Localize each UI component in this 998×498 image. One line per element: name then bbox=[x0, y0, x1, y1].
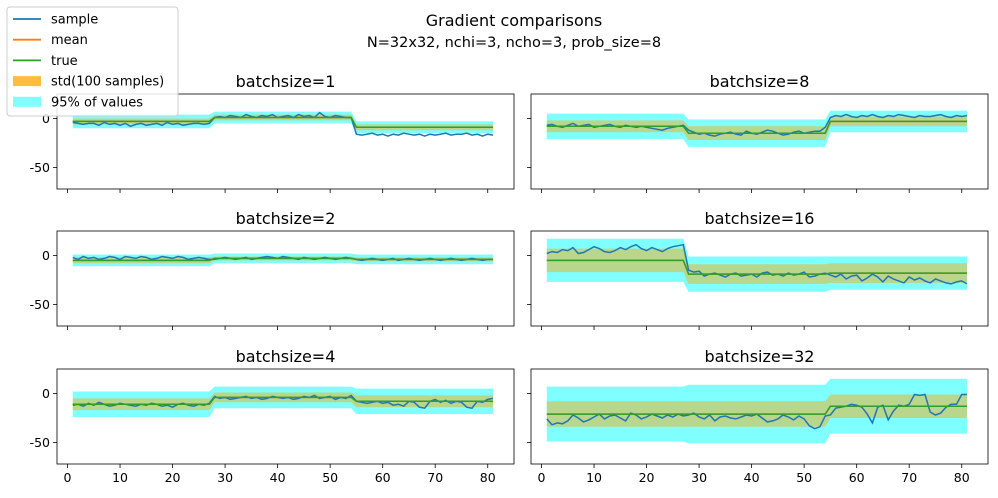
plot-area bbox=[546, 110, 968, 147]
y-tick-label: 0 bbox=[42, 111, 50, 126]
y-tick-label: -50 bbox=[30, 435, 50, 450]
plot-area bbox=[546, 238, 968, 292]
x-tick-label: 10 bbox=[112, 470, 128, 485]
legend-frame bbox=[6, 6, 179, 117]
axes-frame bbox=[530, 93, 989, 190]
panel-6: batchsize=32 0 10 20 30 40 50 60 70 80 bbox=[527, 347, 989, 485]
panel-title: batchsize=2 bbox=[236, 209, 336, 228]
x-tick-label: 80 bbox=[480, 470, 496, 485]
y-tick-label: 0 bbox=[42, 386, 50, 401]
panel-title: batchsize=4 bbox=[236, 347, 336, 366]
x-tick-label: 50 bbox=[322, 470, 338, 485]
legend-label: 95% of values bbox=[51, 95, 143, 110]
band-95pct bbox=[546, 378, 967, 444]
x-tick-label: 30 bbox=[217, 470, 233, 485]
figure-subtitle: N=32x32, nchi=3, ncho=3, prob_size=8 bbox=[367, 35, 661, 51]
series-sample bbox=[546, 243, 968, 285]
legend-entry-4: std(100 samples) bbox=[13, 75, 164, 90]
band-std bbox=[72, 256, 494, 264]
series-true bbox=[546, 120, 967, 134]
band-std bbox=[72, 392, 494, 411]
panel-4: batchsize=16 bbox=[527, 209, 989, 330]
axes-frame bbox=[56, 93, 515, 190]
x-tick-label: 20 bbox=[639, 470, 655, 485]
band-std bbox=[72, 114, 494, 131]
legend-label: std(100 samples) bbox=[51, 75, 164, 90]
series-sample bbox=[72, 111, 494, 137]
x-tick-label: 50 bbox=[796, 470, 812, 485]
axes-frame bbox=[530, 230, 989, 327]
panel-title: batchsize=1 bbox=[236, 72, 336, 91]
y-tick-label: -50 bbox=[30, 160, 50, 175]
panel-title: batchsize=16 bbox=[705, 209, 815, 228]
x-tick-label: 20 bbox=[165, 470, 181, 485]
x-tick-label: 0 bbox=[64, 470, 72, 485]
panel-3: batchsize=2 0 -50 bbox=[30, 209, 515, 330]
plot-area bbox=[546, 378, 967, 444]
legend-patch-swatch bbox=[13, 96, 41, 107]
legend-label: true bbox=[51, 54, 78, 69]
axes-frame bbox=[56, 368, 515, 465]
series-true bbox=[72, 257, 493, 262]
plot-area bbox=[72, 111, 494, 137]
plot-area bbox=[72, 253, 494, 267]
axes-frame bbox=[530, 368, 989, 465]
series-true bbox=[546, 405, 967, 415]
band-std bbox=[546, 116, 967, 140]
x-tick-label: 40 bbox=[270, 470, 286, 485]
legend-entry-3: true bbox=[13, 54, 78, 69]
series-true bbox=[72, 116, 493, 129]
x-tick-label: 60 bbox=[375, 470, 391, 485]
panel-title: batchsize=32 bbox=[705, 347, 815, 366]
panel-2: batchsize=8 bbox=[527, 72, 989, 193]
legend: sample mean true std(100 samples) 95% of val… bbox=[6, 6, 179, 117]
x-tick-label: 0 bbox=[538, 470, 546, 485]
legend-entry-2: mean bbox=[13, 33, 88, 48]
legend-patch-swatch bbox=[13, 76, 41, 87]
x-tick-label: 70 bbox=[427, 470, 443, 485]
x-tick-label: 10 bbox=[586, 470, 602, 485]
band-std bbox=[546, 394, 967, 427]
x-tick-label: 40 bbox=[744, 470, 760, 485]
legend-entry-5: 95% of values bbox=[13, 95, 143, 110]
panels-layer: batchsize=1 0 -50 batchsize=8 batchsize=2 0 -5… bbox=[30, 72, 989, 485]
x-tick-label: 70 bbox=[901, 470, 917, 485]
legend-label: mean bbox=[51, 33, 88, 48]
legend-label: sample bbox=[51, 13, 98, 28]
x-tick-label: 60 bbox=[849, 470, 865, 485]
panel-5: batchsize=4 0 10 20 30 40 50 60 70 80 0 -50 bbox=[30, 347, 515, 485]
y-tick-label: -50 bbox=[30, 297, 50, 312]
axes-frame bbox=[56, 230, 515, 327]
x-tick-label: 30 bbox=[691, 470, 707, 485]
band-95pct bbox=[72, 386, 494, 417]
panel-title: batchsize=8 bbox=[710, 72, 810, 91]
legend-entry-1: sample bbox=[13, 13, 98, 28]
series-true bbox=[546, 259, 967, 275]
band-std bbox=[546, 248, 967, 284]
plot-area bbox=[72, 386, 494, 417]
series-true bbox=[72, 396, 493, 406]
band-95pct bbox=[546, 238, 967, 292]
band-95pct bbox=[546, 110, 967, 147]
y-tick-label: 0 bbox=[42, 248, 50, 263]
figure-title: Gradient comparisons bbox=[426, 11, 602, 30]
x-tick-label: 80 bbox=[954, 470, 970, 485]
panel-1: batchsize=1 0 -50 bbox=[30, 72, 515, 193]
